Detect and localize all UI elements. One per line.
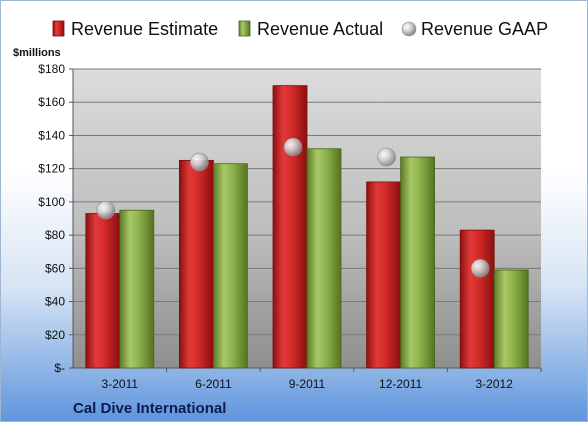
bar-revenue-estimate [85, 213, 121, 369]
y-tick-label: $160 [38, 95, 65, 109]
plot-area: $- $20 $40 $60 $80 $100 $120 $140 $160 $180 3-2011… [38, 62, 542, 391]
y-tick-label: $60 [45, 261, 65, 275]
marker-revenue-gaap [470, 259, 490, 278]
x-tick-label: 9-2011 [289, 377, 326, 391]
marker-revenue-gaap [283, 137, 303, 157]
legend-label: Revenue GAAP [421, 19, 548, 39]
legend-swatch [401, 21, 417, 37]
y-tick-label: $180 [38, 62, 65, 76]
x-tick-label: 3-2011 [102, 377, 139, 391]
x-tick-label: 6-2011 [195, 377, 232, 391]
y-tick-label: $100 [38, 195, 65, 209]
bar-revenue-estimate [272, 85, 308, 369]
bar-revenue-estimate [459, 229, 495, 369]
legend-label: Revenue Estimate [71, 19, 218, 39]
bar-revenue-actual [400, 156, 436, 369]
x-tick-label: 12-2011 [379, 377, 422, 391]
y-tick-label: $- [54, 361, 65, 375]
legend-label: Revenue Actual [257, 19, 383, 39]
marker-revenue-gaap [96, 200, 116, 220]
bar-revenue-estimate [178, 159, 214, 369]
y-tick-label: $80 [45, 228, 65, 242]
company-name: Cal Dive International [73, 400, 226, 417]
y-unit-label: $millions [13, 47, 61, 59]
bar-revenue-actual [119, 209, 155, 369]
legend-swatch [52, 20, 65, 37]
marker-revenue-gaap [190, 152, 209, 172]
bar-revenue-actual [212, 163, 248, 369]
marker-revenue-gaap [377, 147, 396, 167]
bar-revenue-estimate [366, 181, 402, 369]
legend: Revenue Estimate Revenue Actual Revenue GA… [52, 19, 548, 39]
y-tick-label: $40 [45, 295, 65, 309]
x-tick-label: 3-2012 [476, 377, 514, 391]
y-tick-label: $120 [38, 162, 65, 176]
y-tick-label: $20 [45, 328, 65, 342]
bar-revenue-actual [306, 148, 342, 369]
legend-swatch [238, 20, 251, 37]
y-tick-label: $140 [38, 128, 65, 142]
bar-revenue-actual [493, 269, 529, 369]
